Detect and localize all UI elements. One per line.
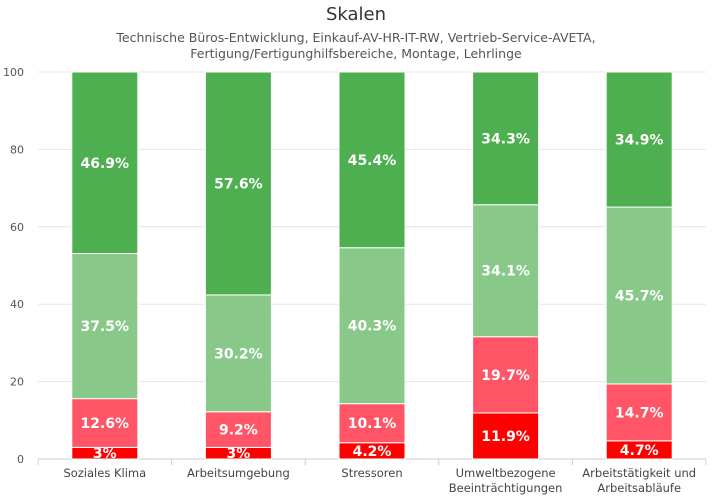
bar-segment: [204, 294, 272, 413]
bar-segment: [71, 398, 139, 448]
bar-segment: [71, 253, 139, 400]
data-label: 37.5%: [81, 319, 130, 335]
chart-subtitle: Technische Büros-Entwicklung, Einkauf-AV…: [60, 30, 652, 62]
data-label: 3%: [93, 446, 117, 462]
bar-segment: [472, 71, 540, 206]
bar-segment: [338, 71, 406, 249]
data-label: 14.7%: [615, 405, 664, 421]
data-label: 34.3%: [481, 131, 530, 147]
chart-subtitle-line-1: Technische Büros-Entwicklung, Einkauf-AV…: [116, 30, 596, 45]
data-label: 34.9%: [615, 133, 664, 149]
data-label: 4.7%: [620, 443, 659, 459]
data-label: 11.9%: [481, 429, 530, 445]
bar-segment: [204, 411, 272, 448]
data-label: 57.6%: [214, 176, 263, 192]
y-tick-label: 20: [10, 376, 24, 389]
x-tick-label: Umweltbezogene: [456, 466, 556, 480]
x-tick-label: Arbeitsabläufe: [597, 481, 681, 495]
bar-segment: [472, 204, 540, 338]
data-label: 19.7%: [481, 368, 530, 384]
data-label: 34.1%: [481, 264, 530, 280]
y-tick-label: 0: [17, 453, 24, 466]
data-label: 46.9%: [81, 156, 130, 172]
y-tick-label: 40: [10, 298, 24, 311]
y-tick-label: 80: [10, 143, 24, 156]
bar-segment: [71, 71, 139, 255]
bar-segment: [472, 336, 540, 414]
data-label: 45.4%: [348, 153, 397, 169]
data-label: 30.2%: [214, 346, 263, 362]
x-tick-label: Arbeitstätigkeit und: [582, 466, 696, 480]
bar-segment: [338, 403, 406, 444]
bar-segment: [338, 247, 406, 405]
x-tick-label: Beeinträchtigungen: [449, 481, 563, 495]
data-label: 3%: [227, 446, 251, 462]
data-label: 9.2%: [219, 423, 258, 439]
data-label: 40.3%: [348, 319, 397, 335]
data-label: 12.6%: [81, 416, 130, 432]
x-tick-label: Stressoren: [341, 466, 402, 480]
data-label: 4.2%: [353, 444, 392, 460]
data-label: 10.1%: [348, 416, 397, 432]
y-tick-label: 100: [3, 66, 24, 79]
y-tick-label: 60: [10, 221, 24, 234]
chart-subtitle-line-2: Fertigung/Fertigunghilfsbereiche, Montag…: [190, 46, 522, 61]
chart-title: Skalen: [325, 4, 387, 25]
bar-segment: [204, 71, 272, 296]
bar-segment: [605, 71, 673, 208]
data-label: 45.7%: [615, 288, 664, 304]
x-tick-label: Soziales Klima: [63, 466, 146, 480]
bar-segment: [472, 412, 540, 460]
x-tick-label: Arbeitsumgebung: [187, 466, 290, 480]
